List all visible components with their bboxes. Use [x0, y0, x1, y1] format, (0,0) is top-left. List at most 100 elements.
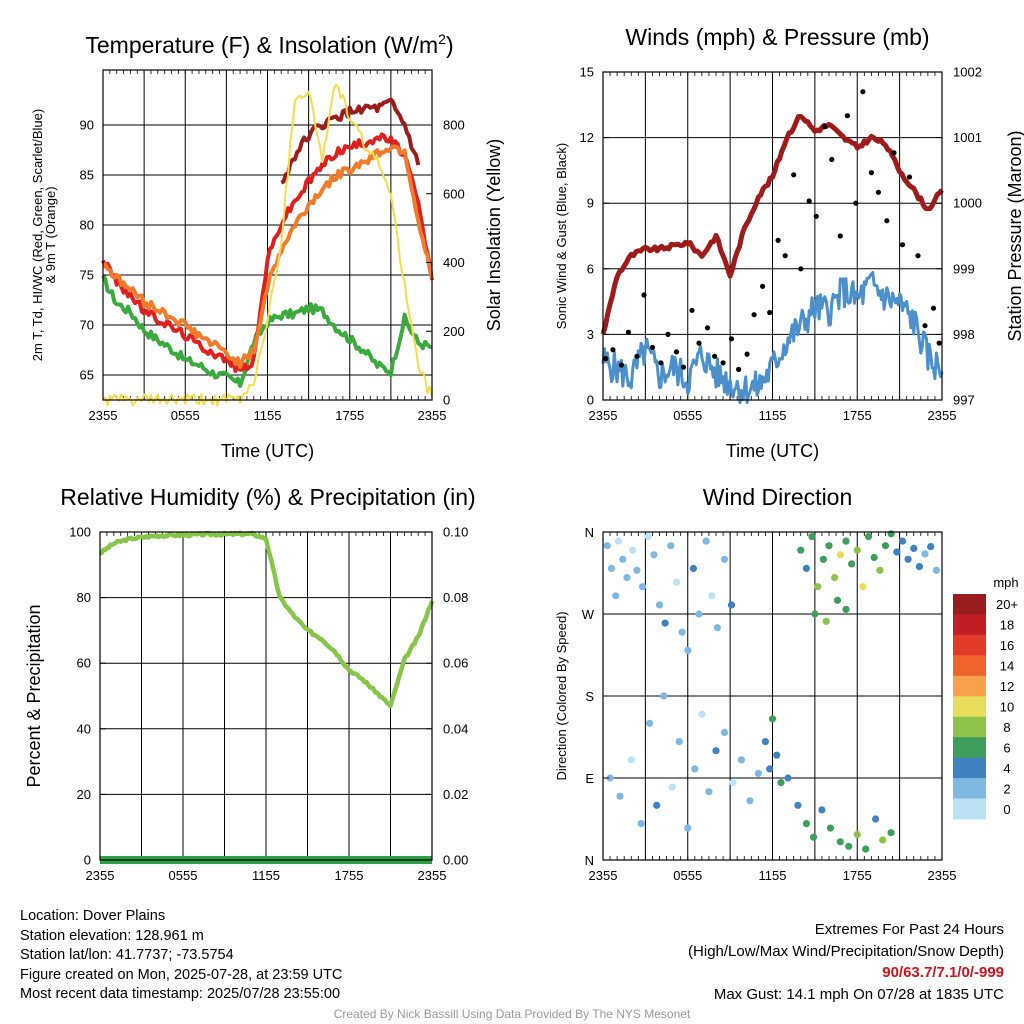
direction-point [773, 751, 781, 759]
direction-point [814, 583, 822, 591]
pressure-series-line [600, 114, 944, 335]
direction-point [836, 838, 844, 846]
direction-point [766, 765, 774, 773]
y-tick-label-left: 70 [80, 318, 94, 333]
gust-point [782, 253, 788, 259]
direction-point [887, 530, 895, 538]
x-tick-label: 1155 [252, 868, 280, 883]
y-tick-label-left: S [585, 689, 594, 704]
direction-point [862, 845, 870, 853]
y-tick-label-right: 1001 [953, 130, 982, 145]
direction-point [932, 566, 941, 574]
y-tick-label-left: 15 [580, 65, 594, 80]
direction-point [629, 546, 637, 554]
y-tick-label-left: 20 [77, 787, 91, 802]
x-tick-label: 1155 [759, 868, 787, 883]
direction-point [853, 546, 861, 554]
x-tick-label: 2355 [928, 868, 957, 883]
recent-timestamp: Most recent data timestamp: 2025/07/28 2… [20, 986, 341, 1003]
direction-point [698, 710, 706, 718]
y-tick-label-left: 75 [80, 268, 94, 283]
colorbar-swatch [953, 696, 986, 718]
temp-series-line [101, 132, 434, 374]
y-tick-label-right: 600 [443, 186, 465, 201]
gust-point [641, 292, 647, 298]
direction-point [927, 543, 935, 551]
y-tick-label-right: 0.04 [443, 721, 468, 736]
x-tick-label: 2355 [928, 408, 957, 423]
direction-point [870, 553, 878, 562]
plot-border [602, 71, 943, 401]
y-tick-label-right: 0.02 [443, 787, 468, 802]
direction-point [754, 769, 763, 778]
panel-2-grid [609, 72, 936, 400]
gust-point [665, 331, 671, 337]
direction-point [842, 605, 850, 614]
title-close: ) [446, 32, 454, 58]
y-tick-label-left: 80 [80, 218, 94, 233]
x-tick-label: 2355 [589, 868, 618, 883]
gust-point [837, 233, 843, 239]
x-tick-label: 1755 [335, 868, 364, 883]
plot-border [99, 531, 433, 861]
colorbar-swatch [953, 655, 986, 677]
colorbar-swatch [953, 634, 986, 656]
y-tick-label-left: 80 [77, 590, 91, 605]
direction-point [777, 779, 785, 787]
gust-point [634, 353, 640, 359]
colorbar-label: 8 [1003, 720, 1010, 735]
direction-point [691, 765, 699, 773]
gust-point [936, 340, 942, 346]
panel-1-grid [109, 70, 426, 400]
gust-point [712, 353, 718, 359]
direction-point [638, 583, 647, 591]
temp-series-line [280, 97, 421, 185]
y-tick-label-right: 1000 [953, 196, 982, 211]
direction-point [633, 566, 641, 574]
gust-point [696, 340, 702, 346]
x-axis-label: Time (UTC) [221, 441, 314, 461]
gust-point [610, 347, 616, 353]
y-tick-label-right: 0.10 [443, 525, 468, 540]
direction-point [684, 646, 692, 655]
x-tick-label: 0555 [171, 408, 200, 423]
y-tick-label-left: 90 [80, 118, 94, 133]
colorbar-label: 6 [1003, 740, 1010, 755]
y-tick-label-left: 9 [587, 196, 594, 211]
direction-point [794, 801, 802, 809]
chart-title-temperature: Temperature (F) & Insolation (W/m2) [85, 31, 453, 58]
gust-point [806, 198, 812, 204]
x-tick-label: 1755 [843, 408, 872, 423]
colorbar-swatch [953, 737, 986, 759]
direction-point [612, 592, 620, 600]
gust-point [822, 124, 828, 130]
direction-point [616, 792, 624, 800]
direction-point [667, 542, 675, 550]
direction-point [915, 563, 924, 571]
direction-point [737, 756, 746, 764]
gust-point [720, 360, 726, 366]
gust-point [930, 305, 937, 311]
direction-point [627, 756, 635, 764]
x-tick-label: 2355 [89, 408, 118, 423]
x-tick-label: 1155 [254, 408, 282, 423]
y-tick-label-left: 0 [84, 853, 91, 868]
x-tick-label: 0555 [673, 408, 702, 423]
direction-point [833, 596, 842, 604]
direction-point [822, 617, 830, 625]
gust-point [868, 170, 875, 176]
direction-point [761, 738, 770, 746]
colorbar-label: 16 [1000, 638, 1014, 653]
direction-point [859, 583, 867, 591]
colorbar-swatch [953, 614, 986, 636]
y-axis-label-right: Solar Insolation (Yellow) [484, 139, 504, 331]
y-tick-label-right: 200 [443, 324, 465, 339]
direction-point [678, 628, 686, 636]
direction-point [921, 550, 929, 558]
colorbar-swatch [953, 778, 986, 800]
direction-point [746, 797, 754, 805]
direction-point [619, 555, 627, 563]
direction-point [872, 815, 880, 823]
y-tick-label-left: N [585, 853, 594, 868]
direction-point [689, 564, 698, 573]
